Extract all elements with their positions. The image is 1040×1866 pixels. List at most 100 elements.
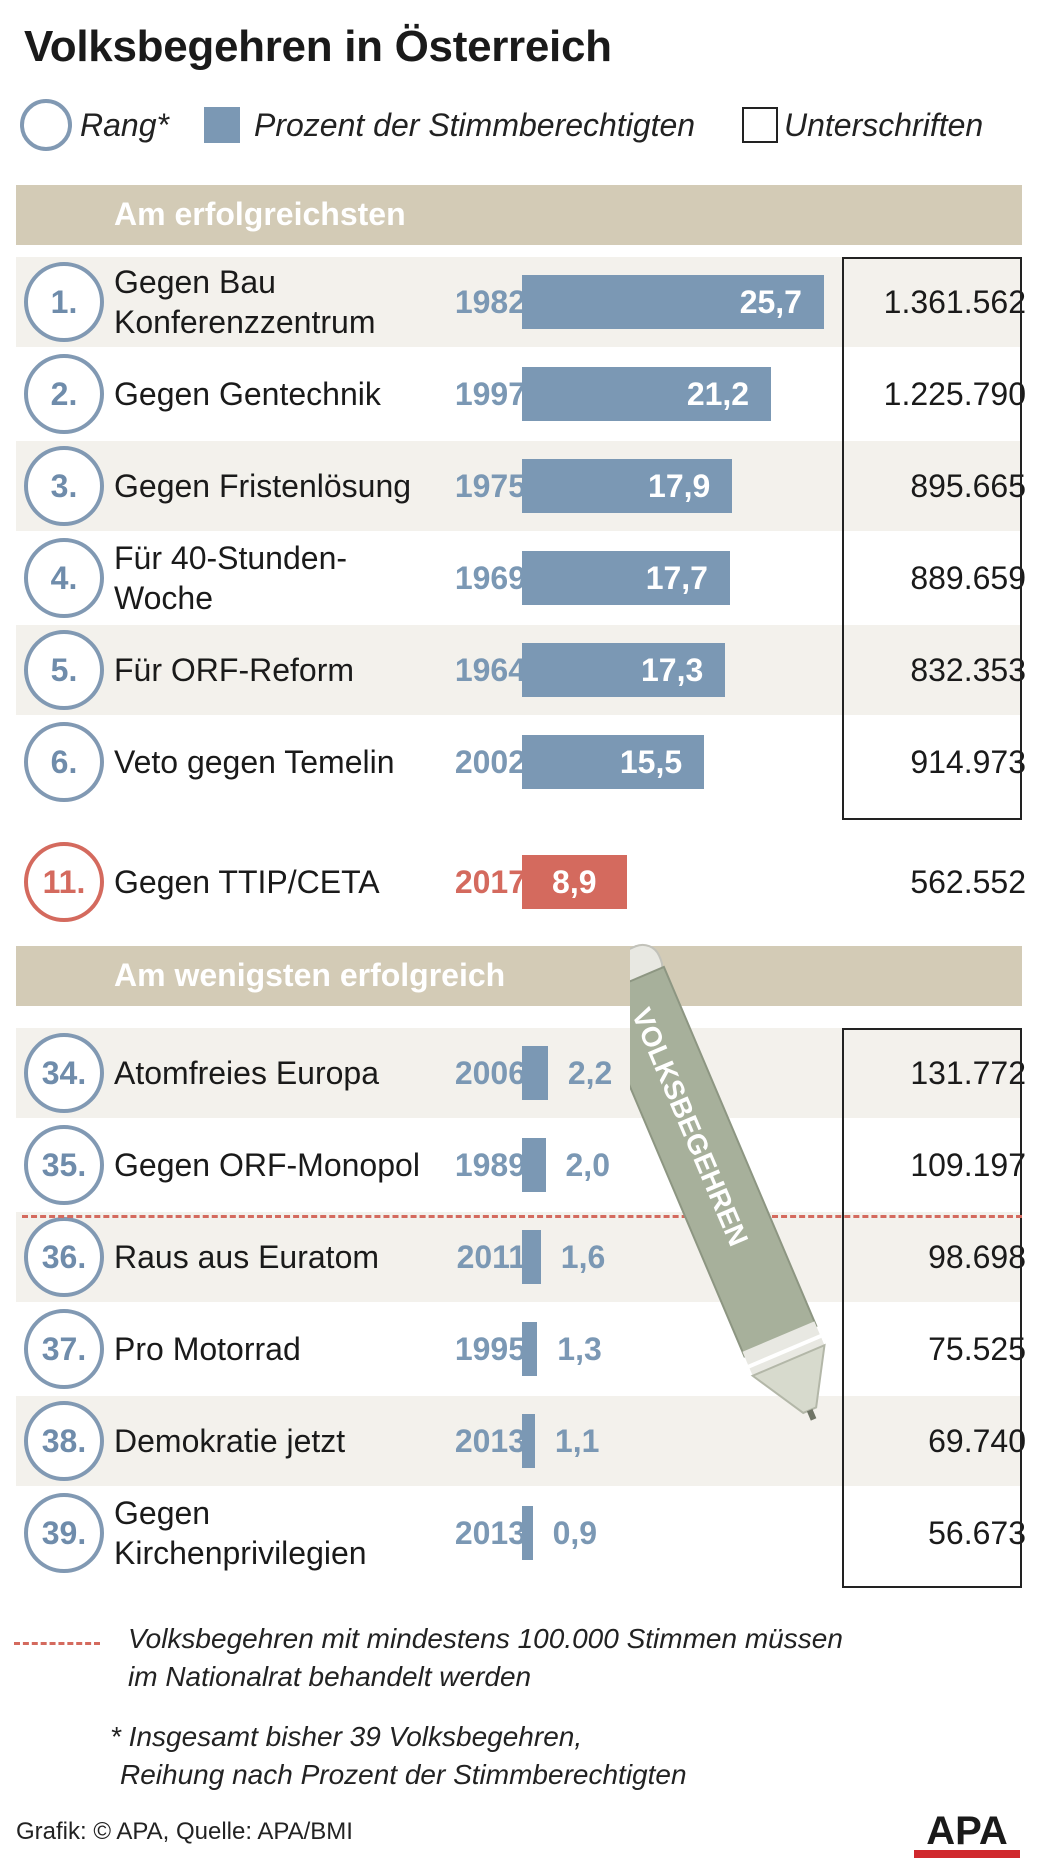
- percent-bar: [522, 1322, 538, 1376]
- initiative-year: 2006: [454, 1055, 526, 1091]
- chart-row: 3. Gegen Fristenlösung 1975 17,9 895.665: [16, 441, 1026, 531]
- chart-row: 37. Pro Motorrad 1995 1,3 75.525: [16, 1304, 1026, 1394]
- signature-count: 889.659: [910, 560, 1026, 596]
- initiative-name: Demokratie jetzt: [114, 1423, 346, 1459]
- percent-bar: [522, 735, 705, 789]
- box-icon: [742, 107, 778, 143]
- threshold-line: [22, 1215, 1022, 1218]
- legend-percent-label: Prozent der Stimmberechtigten: [254, 106, 696, 143]
- chart-row: 5. Für ORF-Reform 1964 17,3 832.353: [16, 625, 1026, 715]
- initiative-year: 1975: [454, 468, 526, 504]
- chart-row: 6. Veto gegen Temelin 2002 15,5 914.973: [16, 717, 1026, 807]
- initiative-year: 2011: [456, 1239, 526, 1275]
- percent-bar: [522, 367, 772, 421]
- legend-rank-label: Rang*: [80, 106, 169, 143]
- initiative-name: Gegen Fristenlösung: [114, 468, 412, 504]
- circle-icon: [20, 99, 72, 151]
- source-footer: Grafik: © APA, Quelle: APA/BMI: [16, 1818, 353, 1845]
- percent-label: 15,5: [619, 744, 683, 780]
- chart-row: 34. Atomfreies Europa 2006 2,2 131.772: [16, 1028, 1026, 1118]
- initiative-year: 2013: [454, 1423, 526, 1459]
- signature-count: 914.973: [910, 744, 1026, 780]
- signatures-frame-top: [842, 257, 1022, 820]
- legend-dash-line: [14, 1642, 100, 1645]
- initiative-year: 1997: [454, 376, 526, 412]
- rank-badge: 39.: [24, 1493, 104, 1573]
- legend-percent: Prozent der Stimmberechtigten: [204, 100, 695, 150]
- rank-badge: 37.: [24, 1309, 104, 1389]
- pen-illustration: VOLKSBEGEHREN: [630, 943, 826, 1421]
- percent-label: 8,9: [552, 864, 597, 900]
- percent-label: 21,2: [686, 376, 750, 412]
- percent-label: 1,6: [560, 1239, 606, 1275]
- rank-badge: 36.: [24, 1217, 104, 1297]
- initiative-name: Für 40-Stunden-Woche: [114, 540, 348, 616]
- section-top-label: Am erfolgreichsten: [114, 196, 406, 232]
- chart-row: 39. Gegen Kirchenprivilegien 2013 0,9 56.673: [16, 1488, 1026, 1578]
- apa-logo: APA: [914, 1810, 1020, 1858]
- section-bottom-label: Am wenigsten erfolgreich: [114, 957, 506, 993]
- initiative-year: 2017: [454, 864, 526, 900]
- percent-label: 17,7: [645, 560, 708, 596]
- rank-badge: 3.: [24, 446, 104, 526]
- initiative-name: Pro Motorrad: [114, 1331, 301, 1367]
- legend-signatures-label: Unterschriften: [784, 106, 984, 143]
- percent-bar: [522, 275, 824, 329]
- percent-bar: [522, 551, 730, 605]
- rank-badge: 2.: [24, 354, 104, 434]
- percent-bar: [522, 855, 627, 909]
- logo-text: APA: [926, 1810, 1007, 1853]
- initiative-name: Gegen Kirchenprivilegien: [114, 1495, 367, 1571]
- threshold-note-line1: Volksbegehren mit mindestens 100.000 Sti…: [128, 1623, 843, 1654]
- initiative-name: Gegen Bau Konferenzzentrum: [114, 264, 376, 340]
- percent-bar: [522, 459, 733, 513]
- signature-count: 832.353: [910, 652, 1026, 688]
- signature-count: 75.525: [928, 1331, 1026, 1367]
- rank-badge: 5.: [24, 630, 104, 710]
- chart-row: 11. Gegen TTIP/CETA 2017 8,9 562.552: [16, 837, 1026, 927]
- total-note: * Insgesamt bisher 39 Volksbegehren, Rei…: [110, 1718, 687, 1794]
- chart-row: 38. Demokratie jetzt 2013 1,1 69.740: [16, 1396, 1026, 1486]
- rank-badge: 38.: [24, 1401, 104, 1481]
- section-top-band: Am erfolgreichsten: [16, 185, 1022, 245]
- initiative-name: Atomfreies Europa: [114, 1055, 380, 1091]
- initiative-name: Raus aus Euratom: [114, 1239, 380, 1275]
- percent-bar: [522, 1414, 535, 1468]
- chart-row: 2. Gegen Gentechnik 1997 21,2 1.225.790: [16, 349, 1026, 439]
- total-note-line2: Reihung nach Prozent der Stimmberechtigt…: [120, 1759, 687, 1790]
- signature-count: 131.772: [910, 1055, 1026, 1091]
- signature-count: 1.225.790: [883, 376, 1026, 412]
- signature-count: 69.740: [928, 1423, 1026, 1459]
- initiative-name: Gegen ORF-Monopol: [114, 1147, 420, 1183]
- initiative-year: 1982: [454, 284, 526, 320]
- initiative-year: 1989: [454, 1147, 526, 1183]
- signature-count: 98.698: [928, 1239, 1026, 1275]
- initiative-name: Gegen TTIP/CETA: [114, 864, 380, 900]
- initiative-name: Veto gegen Temelin: [114, 744, 395, 780]
- rank-badge: 1.: [24, 262, 104, 342]
- rank-badge: 4.: [24, 538, 104, 618]
- percent-bar: [522, 1046, 548, 1100]
- signature-count: 1.361.562: [883, 284, 1026, 320]
- percent-label: 1,3: [557, 1331, 602, 1367]
- percent-label: 25,7: [739, 284, 802, 320]
- threshold-note: Volksbegehren mit mindestens 100.000 Sti…: [128, 1620, 843, 1696]
- percent-bar: [522, 1138, 546, 1192]
- rank-badge: 6.: [24, 722, 104, 802]
- initiative-year: 1964: [454, 652, 526, 688]
- initiative-name: Gegen Gentechnik: [114, 376, 381, 412]
- percent-bar: [522, 1230, 541, 1284]
- rank-badge: 11.: [24, 842, 104, 922]
- percent-label: 2,0: [565, 1147, 610, 1183]
- chart-row: 1. Gegen Bau Konferenzzentrum 1982 25,7 1.36…: [16, 257, 1026, 347]
- signature-count: 562.552: [910, 864, 1026, 900]
- bar-swatch-icon: [204, 107, 240, 143]
- percent-label: 17,9: [648, 468, 711, 504]
- threshold-note-line2: im Nationalrat behandelt werden: [128, 1661, 532, 1692]
- signature-count: 895.665: [910, 468, 1026, 504]
- percent-label: 1,1: [554, 1423, 600, 1459]
- signature-count: 56.673: [928, 1515, 1026, 1551]
- section-bottom-band: Am wenigsten erfolgreich: [16, 946, 1022, 1006]
- chart-title: Volksbegehren in Österreich: [24, 22, 612, 71]
- initiative-year: 1995: [454, 1331, 526, 1367]
